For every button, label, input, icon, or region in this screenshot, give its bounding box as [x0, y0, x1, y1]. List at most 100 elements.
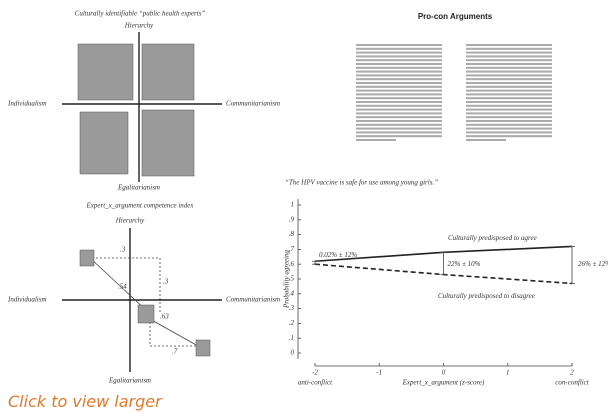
axis-label: Hierarchy	[124, 22, 154, 30]
x-tick-label: 0	[442, 369, 446, 377]
y-axis-label: Probability agreeing	[283, 250, 291, 309]
panel-title: Pro-con Arguments	[418, 12, 493, 21]
annotation: 22% ± 10%	[448, 260, 481, 268]
axis-label: Individualism	[7, 296, 47, 304]
x-tick-label: 1	[506, 369, 510, 377]
index-label: .3	[120, 246, 126, 254]
text-line	[466, 55, 552, 57]
text-line	[466, 52, 552, 54]
x-tick-label: -2	[312, 369, 318, 377]
page: Culturally identifiable “public health e…	[0, 0, 608, 416]
text-line	[466, 48, 552, 50]
text-line	[356, 124, 442, 126]
photo	[138, 305, 154, 323]
text-line	[466, 109, 552, 111]
text-line	[356, 90, 442, 92]
text-line	[466, 131, 552, 133]
annotation: 26% ± 12%	[578, 260, 608, 268]
text-line	[356, 101, 442, 103]
text-line	[466, 139, 506, 141]
x-end-label: con-conflict	[555, 379, 589, 387]
y-tick-label: 1	[291, 201, 295, 209]
text-line	[466, 101, 552, 103]
photo	[78, 44, 133, 100]
panel-title: Expert_x_argument competence index	[85, 202, 194, 210]
text-line	[466, 112, 552, 114]
text-line	[466, 105, 552, 107]
annotation: 0.02% ± 12%	[319, 251, 357, 259]
series-label: Culturally predisposed to disagree	[438, 292, 535, 300]
text-line	[356, 116, 442, 118]
photo	[80, 250, 94, 266]
text-line	[466, 135, 552, 137]
photo	[142, 44, 194, 100]
index-label: .54	[118, 283, 127, 291]
text-line	[356, 97, 442, 99]
text-line	[356, 82, 442, 84]
text-line	[356, 112, 442, 114]
text-line	[466, 120, 552, 122]
text-line	[466, 124, 552, 126]
text-line	[356, 105, 442, 107]
text-line	[466, 93, 552, 95]
panel-title: Culturally identifiable “public health e…	[75, 10, 206, 18]
text-line	[466, 82, 552, 84]
text-line	[356, 52, 442, 54]
text-line	[466, 59, 552, 61]
text-line	[356, 67, 442, 69]
y-tick-label: .2	[289, 319, 295, 327]
text-line	[356, 135, 442, 137]
text-line	[356, 139, 396, 141]
text-line	[466, 67, 552, 69]
photo	[80, 112, 128, 174]
text-line	[356, 86, 442, 88]
index-label: .3	[163, 278, 169, 286]
text-line	[466, 97, 552, 99]
axis-label: Hierarchy	[115, 217, 145, 225]
text-line	[466, 128, 552, 130]
text-line	[466, 63, 552, 65]
text-line	[356, 71, 442, 73]
series-label: Culturally predisposed to agree	[448, 234, 537, 242]
text-line	[356, 131, 442, 133]
text-line	[356, 78, 442, 80]
photo	[142, 110, 194, 176]
y-tick-label: 0	[291, 349, 295, 357]
text-line	[466, 90, 552, 92]
chart-title: “The HPV vaccine is safe for use among y…	[285, 179, 438, 187]
axis-label: Egalitarianism	[108, 377, 151, 385]
text-line	[356, 128, 442, 130]
text-columns	[356, 44, 552, 141]
text-line	[356, 63, 442, 65]
text-line	[466, 86, 552, 88]
y-tick-label: .9	[289, 215, 295, 223]
x-tick-label: 2	[570, 369, 574, 377]
figure: Culturally identifiable “public health e…	[0, 0, 608, 390]
text-line	[356, 74, 442, 76]
index-label: .63	[160, 313, 169, 321]
y-tick-label: .8	[289, 230, 295, 238]
y-tick-label: .1	[289, 334, 294, 342]
index-label: .7	[172, 348, 178, 356]
text-line	[466, 71, 552, 73]
axis-label: Egalitarianism	[117, 184, 160, 192]
text-line	[356, 120, 442, 122]
text-line	[356, 44, 442, 46]
photo	[196, 340, 210, 356]
axis-label: Communitarianism	[226, 296, 280, 304]
view-larger-link[interactable]: Click to view larger	[8, 392, 162, 411]
text-line	[356, 59, 442, 61]
text-line	[466, 44, 552, 46]
text-line	[466, 78, 552, 80]
text-line	[466, 116, 552, 118]
axis-label: Communitarianism	[226, 100, 280, 108]
axis-label: Individualism	[7, 100, 47, 108]
text-line	[466, 74, 552, 76]
text-line	[356, 55, 442, 57]
x-axis-label: Expert_x_argument (z-score)	[402, 379, 485, 387]
text-line	[356, 109, 442, 111]
text-line	[356, 93, 442, 95]
text-line	[356, 48, 442, 50]
x-tick-label: -1	[376, 369, 382, 377]
x-end-label: anti-conflict	[298, 379, 333, 387]
